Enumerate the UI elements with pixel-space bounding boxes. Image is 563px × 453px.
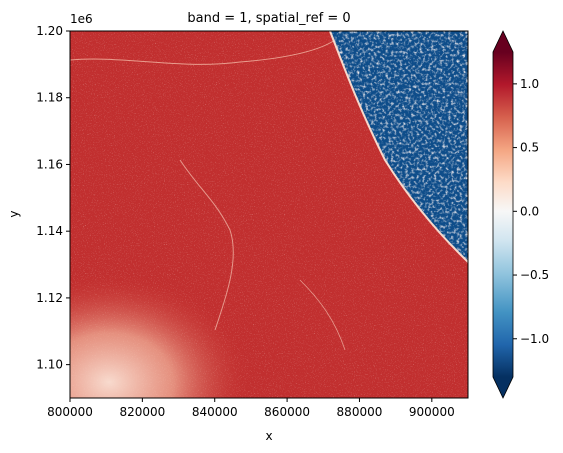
colorbar-body: [493, 52, 513, 377]
x-axis-label: x: [265, 429, 272, 443]
x-tick-label: 900000: [409, 405, 455, 419]
x-tick-label: 880000: [337, 405, 383, 419]
x-tick-label: 860000: [264, 405, 310, 419]
colorbar-extend-min: [493, 377, 513, 398]
y-tick-label: 1.18: [36, 91, 63, 105]
y-tick-label: 1.14: [36, 224, 63, 238]
colorbar-tick-label: 0.0: [520, 204, 539, 218]
y-tick-label: 1.10: [36, 358, 63, 372]
y-tick-label: 1.12: [36, 291, 63, 305]
colorbar-tick-label: 0.5: [520, 141, 539, 155]
plot-frame: [69, 30, 469, 399]
y-tick-label: 1.16: [36, 157, 63, 171]
chart-title: band = 1, spatial_ref = 0: [187, 11, 350, 26]
y-axis: 1.10 1.12 1.14 1.16 1.18 1.20: [36, 24, 70, 372]
y-tick-label: 1.20: [36, 24, 63, 38]
colorbar-tick-label: 1.0: [520, 77, 539, 91]
x-tick-label: 840000: [192, 405, 238, 419]
colorbar-tick-label: −0.5: [520, 268, 549, 282]
heatmap-image: [70, 31, 468, 398]
y-offset-label: 1e6: [70, 12, 93, 26]
colorbar-outline: [492, 30, 514, 399]
y-axis-label: y: [7, 210, 21, 217]
colorbar: −1.0 −0.5 0.0 0.5 1.0: [492, 30, 549, 399]
colorbar-tick-label: −1.0: [520, 332, 549, 346]
x-axis: 800000 820000 840000 860000 880000 900000: [47, 398, 455, 419]
x-tick-label: 820000: [119, 405, 165, 419]
colorbar-extend-max: [493, 31, 513, 52]
x-tick-label: 800000: [47, 405, 93, 419]
